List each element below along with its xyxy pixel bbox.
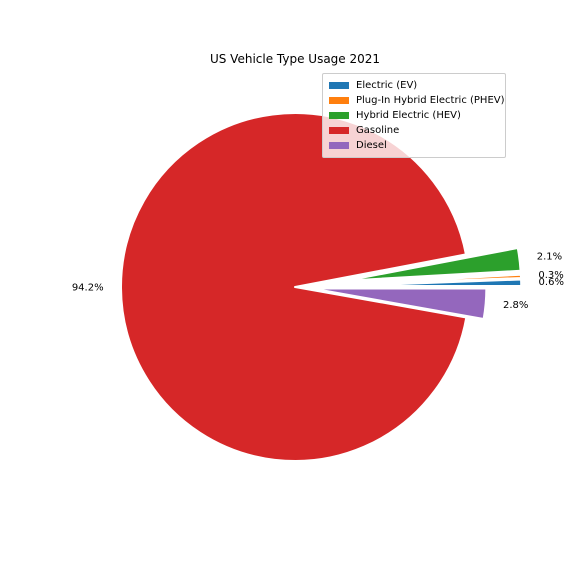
legend-item-2: Hybrid Electric (HEV) [329,108,505,123]
pie-slice-1 [346,273,523,286]
pie-slice-2 [345,247,522,282]
pie-percent-label-4: 2.8% [503,300,528,311]
legend-swatch-1 [329,97,349,104]
pie-percent-label-0: 0.6% [539,277,564,288]
chart-title: US Vehicle Type Usage 2021 [210,52,380,66]
legend-item-1: Plug-In Hybrid Electric (PHEV) [329,93,505,108]
legend-item-0: Electric (EV) [329,78,505,93]
legend-swatch-3 [329,127,349,134]
legend-label-0: Electric (EV) [356,80,418,91]
legend-item-3: Gasoline [329,123,505,138]
legend-label-1: Plug-In Hybrid Electric (PHEV) [356,95,505,106]
legend-item-4: Diesel [329,138,505,153]
legend-swatch-4 [329,142,349,149]
legend-swatch-0 [329,82,349,89]
legend: Electric (EV) Plug-In Hybrid Electric (PH… [322,73,506,158]
legend-label-2: Hybrid Electric (HEV) [356,110,461,121]
pie-slices [120,112,523,462]
pie-percent-labels: 0.6%0.3% 2.1% 94.2% 2.8% [72,252,564,311]
legend-label-4: Diesel [356,140,387,151]
pie-slice-0 [346,278,523,288]
pie-percent-label-1: 0.3% [538,270,563,281]
pie-percent-label-3: 94.2% [72,283,104,294]
pie-percent-label-2: 2.1% [537,252,562,263]
legend-swatch-2 [329,112,349,119]
pie-slice-4 [311,287,488,320]
legend-label-3: Gasoline [356,125,400,136]
